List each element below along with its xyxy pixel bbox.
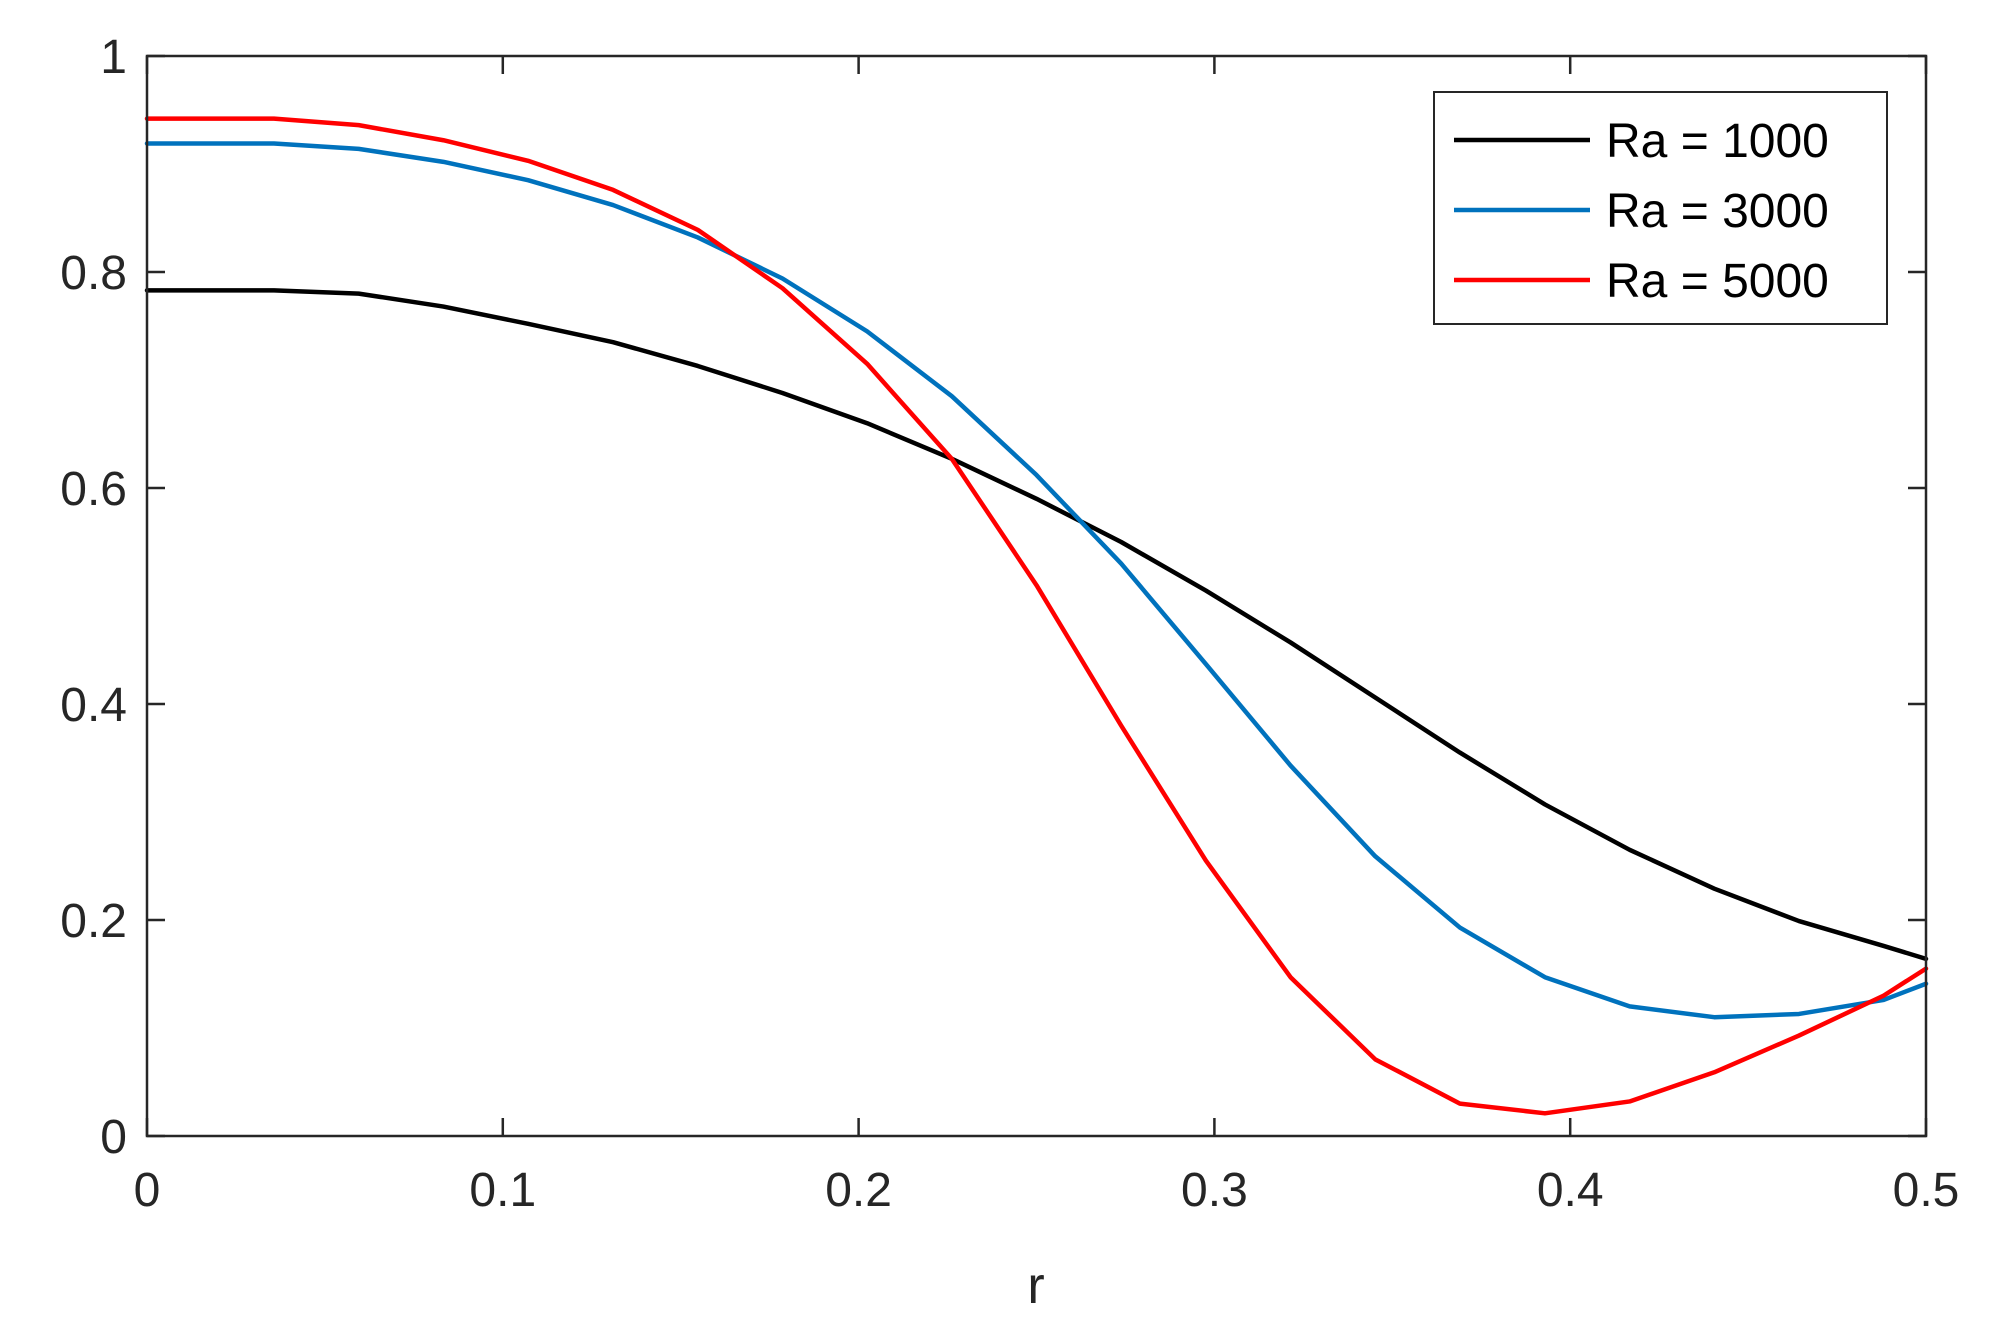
legend-label-1: Ra = 1000 <box>1606 115 1829 168</box>
series-line-3 <box>144 116 1929 1116</box>
x-tick-label: 0 <box>134 1164 161 1217</box>
y-tick-label: 0.6 <box>60 463 127 516</box>
y-tick-label: 0.8 <box>60 247 127 300</box>
x-tick-label: 0.2 <box>825 1164 892 1217</box>
legend-label-3: Ra = 5000 <box>1606 255 1829 308</box>
axes-box <box>145 54 1928 1138</box>
x-tick-label: 0.1 <box>469 1164 536 1217</box>
series-line-2 <box>144 141 1929 1020</box>
y-tick-label: 0.4 <box>60 679 127 732</box>
x-tick-labels: 0 0.1 0.2 0.3 0.4 0.5 <box>134 1164 1960 1217</box>
legend-label-2: Ra = 3000 <box>1606 185 1829 238</box>
x-tick-label: 0.3 <box>1181 1164 1248 1217</box>
series-layer <box>144 116 1929 1116</box>
y-tick-label: 1 <box>100 31 127 84</box>
y-tick-label: 0.2 <box>60 895 127 948</box>
x-tick-label: 0.5 <box>1893 1164 1960 1217</box>
y-tick-labels: 0 0.2 0.4 0.6 0.8 1 <box>60 31 127 1164</box>
legend: Ra = 1000 Ra = 3000 Ra = 5000 <box>1433 91 1888 325</box>
y-tick-label: 0 <box>100 1111 127 1164</box>
x-tick-label: 0.4 <box>1537 1164 1604 1217</box>
x-axis-label: r <box>1027 1257 1044 1315</box>
